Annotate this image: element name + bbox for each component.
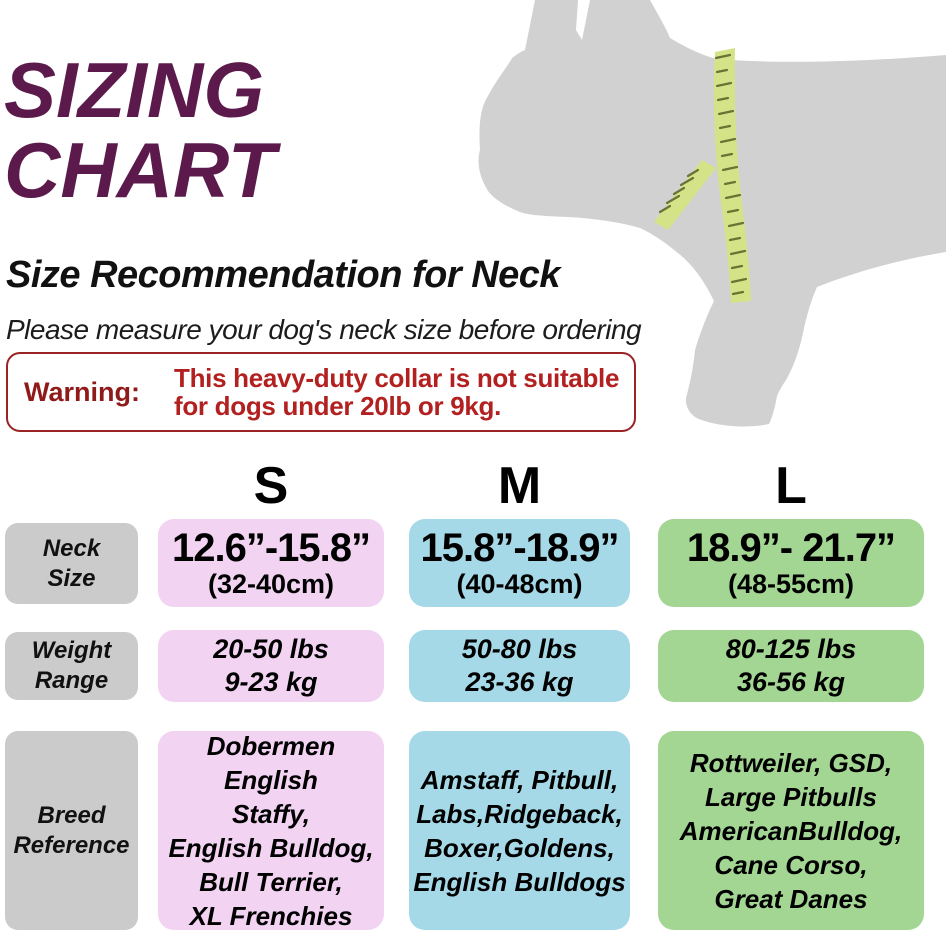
dog-silhouette — [478, 0, 946, 427]
measuring-tape-branch — [654, 160, 716, 230]
breed-line: Staffy, — [231, 798, 311, 829]
warning-message: This heavy-duty collar is not suitable f… — [174, 364, 619, 420]
breed-line: Dobermen English — [206, 730, 336, 795]
measuring-tape-strip — [713, 48, 751, 303]
breed-line: Labs,Ridgeback, — [416, 798, 623, 829]
row-label-line: Reference — [13, 831, 130, 859]
row-label-line: Size — [47, 564, 96, 592]
weight-range-cell-m: 50-80 lbs 23-36 kg — [409, 630, 630, 702]
weight-kg-m: 23-36 kg — [465, 667, 574, 697]
row-label-breed-reference: Breed Reference — [5, 731, 138, 930]
breed-line: Great Danes — [714, 883, 868, 914]
row-label-weight-range: Weight Range — [5, 632, 138, 700]
neck-size-inches-l: 18.9”- 21.7” — [686, 526, 896, 570]
weight-lbs-m: 50-80 lbs — [461, 634, 578, 664]
warning-message-line1: This heavy-duty collar is not suitable — [173, 363, 620, 393]
breed-line: English Bulldog, — [168, 832, 374, 863]
neck-size-cell-m: 15.8”-18.9” (40-48cm) — [409, 519, 630, 607]
page-title: SIZING CHART — [4, 50, 276, 210]
column-header-m: M — [497, 457, 542, 515]
neck-size-cm-m: (40-48cm) — [456, 569, 583, 599]
neck-size-cm-l: (48-55cm) — [727, 569, 855, 599]
breed-line: AmericanBulldog, — [679, 815, 903, 846]
weight-kg-l: 36-56 kg — [736, 667, 846, 697]
breed-line: Large Pitbulls — [705, 781, 877, 812]
warning-message-line2: for dogs under 20lb or 9kg. — [173, 391, 502, 421]
column-header-l: L — [775, 457, 807, 515]
title-line-2: CHART — [4, 126, 276, 214]
weight-kg-s: 9-23 kg — [224, 667, 318, 697]
warning-box: Warning: This heavy-duty collar is not s… — [6, 352, 636, 432]
neck-size-cm-s: (32-40cm) — [207, 569, 335, 599]
title-line-1: SIZING — [4, 46, 265, 134]
breed-reference-cell-s: Dobermen English Staffy, English Bulldog… — [158, 730, 384, 931]
weight-range-cell-s: 20-50 lbs 9-23 kg — [158, 630, 384, 702]
column-header-s: S — [253, 457, 289, 515]
weight-range-cell-l: 80-125 lbs 36-56 kg — [658, 630, 924, 702]
breed-line: Bull Terrier, — [199, 866, 343, 897]
warning-label: Warning: — [24, 376, 140, 407]
breed-line: Rottweiler, GSD, — [689, 747, 893, 778]
row-label-neck-size: Neck Size — [5, 523, 138, 604]
dog-silhouette-illustration — [478, 0, 946, 427]
breed-line: Boxer,Goldens, — [424, 832, 615, 863]
breed-line: Cane Corso, — [714, 849, 868, 880]
breed-reference-cell-l: Rottweiler, GSD, Large Pitbulls American… — [658, 731, 924, 930]
neck-size-inches-m: 15.8”-18.9” — [420, 526, 619, 570]
neck-size-inches-s: 12.6”-15.8” — [171, 526, 371, 570]
row-label-line: Weight — [31, 637, 112, 664]
breed-line: Amstaff, Pitbull, — [420, 764, 619, 795]
breed-reference-cell-m: Amstaff, Pitbull, Labs,Ridgeback, Boxer,… — [409, 731, 630, 930]
subtitle: Size Recommendation for Neck — [6, 254, 561, 296]
weight-lbs-l: 80-125 lbs — [725, 634, 857, 664]
row-label-line: Range — [34, 667, 109, 694]
measurement-note: Please measure your dog's neck size befo… — [6, 314, 642, 345]
row-label-line: Neck — [42, 534, 101, 562]
weight-lbs-s: 20-50 lbs — [213, 634, 329, 664]
breed-line: XL Frenchies — [189, 900, 353, 931]
breed-line: English Bulldogs — [413, 866, 626, 897]
tape-tick-marks — [658, 53, 748, 296]
row-label-line: Breed — [37, 801, 106, 829]
neck-size-cell-s: 12.6”-15.8” (32-40cm) — [158, 519, 384, 607]
neck-size-cell-l: 18.9”- 21.7” (48-55cm) — [658, 519, 924, 607]
